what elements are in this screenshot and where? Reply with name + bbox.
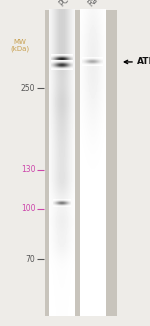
Text: ATRX: ATRX [136,57,150,67]
Text: 100: 100 [21,204,35,213]
Text: 130: 130 [21,165,35,174]
Text: Rat2: Rat2 [86,0,105,8]
Text: MW
(kDa): MW (kDa) [10,39,29,52]
Bar [45,10,117,316]
Text: 250: 250 [21,83,35,93]
Text: 70: 70 [26,255,35,264]
Text: PC-12: PC-12 [58,0,80,8]
